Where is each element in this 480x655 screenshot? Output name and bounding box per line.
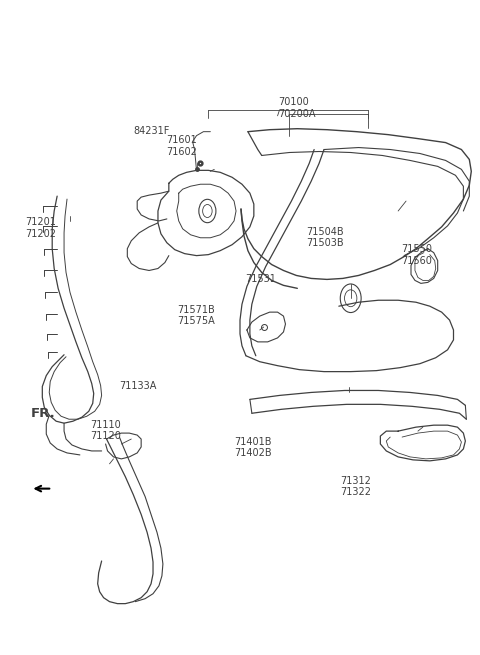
Text: 70100
70200A: 70100 70200A <box>278 97 315 119</box>
Text: 71133A: 71133A <box>119 381 156 391</box>
Text: 84231F: 84231F <box>133 126 169 136</box>
Text: FR.: FR. <box>31 407 56 420</box>
Text: 71312
71322: 71312 71322 <box>341 476 372 497</box>
Text: 71571B
71575A: 71571B 71575A <box>178 305 215 326</box>
Text: 71201
71202: 71201 71202 <box>25 217 57 238</box>
Text: 71550
71560: 71550 71560 <box>401 244 432 266</box>
Text: 71110
71120: 71110 71120 <box>91 420 121 441</box>
Text: 71504B
71503B: 71504B 71503B <box>306 227 344 248</box>
Text: 71531: 71531 <box>245 274 276 284</box>
Text: 71401B
71402B: 71401B 71402B <box>234 437 272 458</box>
Text: 71601
71602: 71601 71602 <box>167 136 197 157</box>
